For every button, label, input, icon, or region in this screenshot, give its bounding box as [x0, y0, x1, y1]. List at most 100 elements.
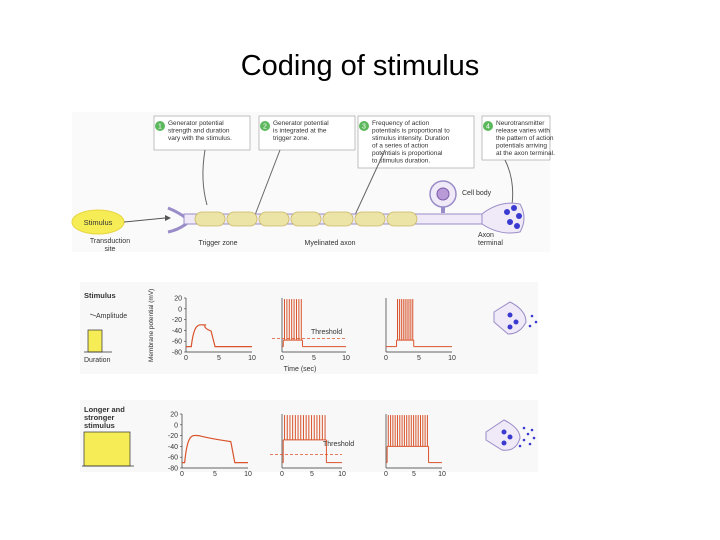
r1-p2-xtick-0: 0 — [280, 355, 284, 362]
callout-3-line-6: to stimulus duration. — [372, 158, 430, 165]
r1-p1-trace — [186, 324, 252, 348]
nucleus — [436, 187, 450, 201]
r2-p3-xtick-1: 5 — [412, 471, 416, 478]
r1-p1-xtick-1: 5 — [217, 355, 221, 362]
callout-4-line-2: release varies with — [496, 128, 550, 135]
callout-3-line-2: potentials is proportional to — [372, 128, 450, 135]
r1-p2-xtick-2: 10 — [342, 355, 350, 362]
row1-threshold-label: Threshold — [311, 329, 342, 336]
r1-p1-ytick-4: -60 — [172, 339, 182, 346]
r2-p2-xtick-2: 10 — [338, 471, 346, 478]
row1-stimulus-pulse — [87, 329, 103, 353]
r2-p1-ytick-2: -20 — [168, 433, 178, 440]
pointer-line-2 — [254, 149, 281, 216]
callout-3-line-3: stimulus intensity. Duration — [372, 135, 450, 142]
r1-p3-xtick-1: 5 — [417, 355, 421, 362]
r1-p1-ytick-5: -80 — [172, 350, 182, 357]
r1-p3-xtick-0: 0 — [384, 355, 388, 362]
y-axis-label: Membrane potential (mV) — [148, 289, 155, 362]
callout-1-line-3: vary with the stimulus. — [168, 135, 232, 142]
cell-body-label: Cell body — [462, 190, 492, 197]
amplitude-label: Amplitude — [96, 313, 127, 320]
callout-number-badge-2 — [260, 121, 270, 131]
row1-panel — [80, 282, 538, 374]
callout-number-4: 4 — [486, 124, 490, 131]
stimulus-arrow — [123, 217, 166, 223]
callout-box-2 — [258, 115, 356, 151]
r1-p1-ytick-2: -20 — [172, 317, 182, 324]
callout-1-line-2: strength and duration — [168, 128, 230, 135]
pointer-line-1 — [202, 149, 208, 206]
r1-p1-ytick-3: -40 — [172, 328, 182, 335]
myelin-segment-4 — [290, 211, 322, 227]
callout-3-line-5: potentials is proportional — [372, 150, 443, 157]
transduction-label-1: Transduction — [90, 238, 130, 245]
callout-4-line-1: Neurotransmitter — [496, 120, 545, 127]
callout-box-4 — [481, 115, 551, 161]
row2-terminal — [485, 419, 536, 451]
r2-p1-ytick-4: -60 — [168, 455, 178, 462]
callout-number-badge-4 — [483, 121, 493, 131]
trigger-zone-label: Trigger zone — [198, 240, 237, 247]
pointer-line-3 — [354, 149, 386, 216]
r1-p1-ytick-1: 0 — [178, 306, 182, 313]
callout-box-3 — [357, 115, 475, 169]
myelin-segment-2 — [226, 211, 258, 227]
callout-number-1: 1 — [158, 124, 162, 131]
axon-terminal-label-1: Axon — [478, 232, 494, 239]
r2-p3-xtick-2: 10 — [438, 471, 446, 478]
callout-number-badge-1 — [155, 121, 165, 131]
r1-p2-xtick-1: 5 — [312, 355, 316, 362]
row2-stimulus-title-2: stronger — [84, 413, 115, 422]
plots: 200-20-40-60-800 5 10 0 5 10 0 5 10200-20-40-60-… — [168, 296, 456, 479]
callout-3-line-4: of a series of action — [372, 143, 429, 150]
myelinated-axon-label: Myelinated axon — [305, 240, 356, 247]
axon-terminal-label-2: terminal — [478, 240, 503, 247]
myelin-segment-7 — [386, 211, 418, 227]
myelin-segment-5 — [322, 211, 354, 227]
callout-2-line-2: is integrated at the — [273, 128, 327, 135]
stimulus-arrowhead — [165, 215, 171, 221]
row1-stimulus-title: Stimulus — [84, 291, 116, 300]
r2-p2-xtick-0: 0 — [280, 471, 284, 478]
r1-p1-xtick-2: 10 — [248, 355, 256, 362]
r2-p1-ytick-0: 20 — [170, 412, 178, 419]
r2-p1-xtick-0: 0 — [180, 471, 184, 478]
row1-terminal — [493, 301, 538, 335]
x-axis-label: Time (sec) — [284, 366, 317, 373]
r2-p3-xtick-0: 0 — [384, 471, 388, 478]
callout-number-2: 2 — [263, 124, 267, 131]
callout-1-line-1: Generator potential — [168, 120, 224, 127]
r2-p1-trace — [182, 434, 248, 464]
r2-p1-xtick-2: 10 — [244, 471, 252, 478]
slide-title: Coding of stimulus — [240, 50, 480, 82]
r2-p2-xtick-1: 5 — [310, 471, 314, 478]
callout-4-line-4: potentials arriving — [496, 143, 547, 150]
r2-p1-xtick-1: 5 — [213, 471, 217, 478]
r1-p1-ytick-0: 20 — [174, 296, 182, 303]
row2-stimulus-pulse — [83, 431, 131, 467]
callout-2-line-3: trigger zone. — [273, 135, 309, 142]
callout-number-3: 3 — [362, 124, 366, 131]
r2-p1-ytick-5: -80 — [168, 466, 178, 473]
row2-stimulus-title-3: stimulus — [84, 421, 115, 430]
vesicles-top — [504, 205, 522, 229]
myelin-segment-6 — [354, 211, 386, 227]
callout-4-line-5: at the axon terminal. — [496, 150, 555, 157]
callout-box-1 — [153, 115, 251, 151]
pointer-line-4 — [504, 159, 514, 206]
transduction-label-2: site — [105, 246, 116, 253]
myelin-segment-1 — [194, 211, 226, 227]
callout-4-line-3: the pattern of action — [496, 135, 554, 142]
amplitude-pointer — [89, 313, 97, 317]
duration-label: Duration — [84, 357, 111, 364]
row2-stimulus-title-1: Longer and — [84, 405, 125, 414]
r1-p3-xtick-2: 10 — [448, 355, 456, 362]
r2-p1-ytick-3: -40 — [168, 444, 178, 451]
r2-p1-ytick-1: 0 — [174, 422, 178, 429]
callout-3-line-1: Frequency of action — [372, 120, 429, 127]
callout-2-line-1: Generator potential — [273, 120, 329, 127]
r1-p1-xtick-0: 0 — [184, 355, 188, 362]
